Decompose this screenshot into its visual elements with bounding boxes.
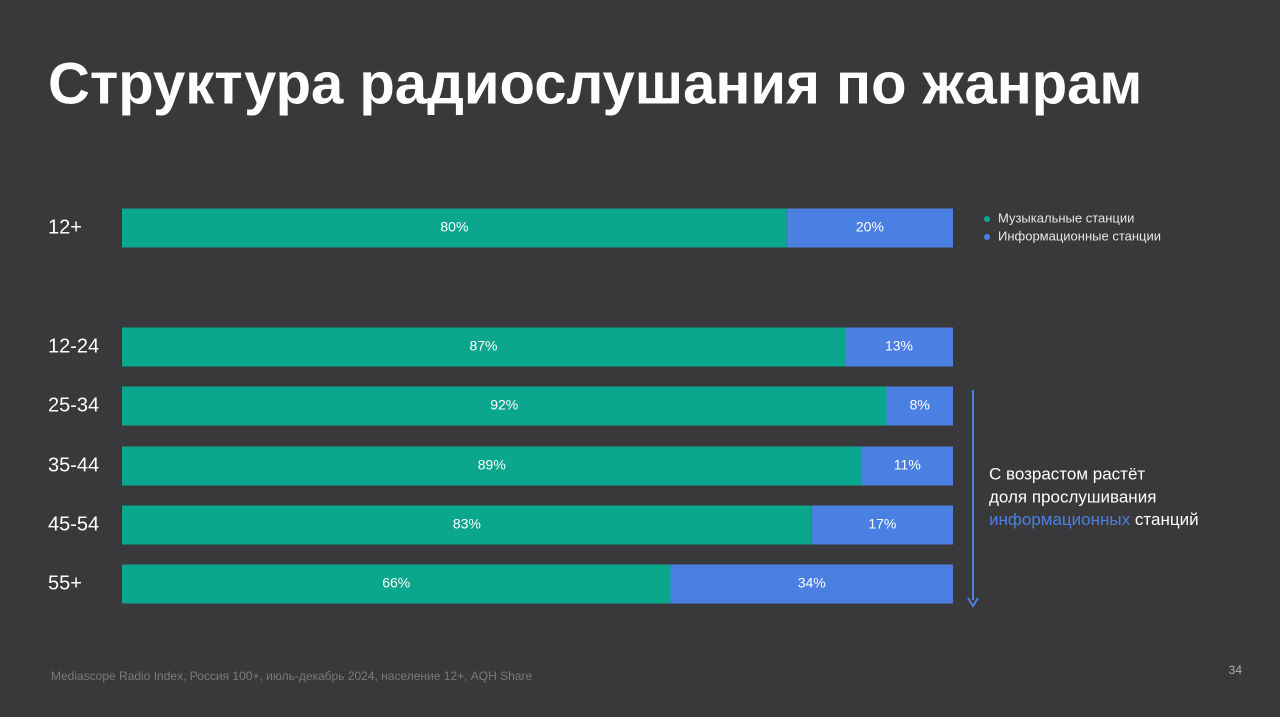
bar-segment: [122, 564, 671, 604]
value-label: 66%: [382, 575, 410, 591]
bar-segment: [122, 505, 812, 545]
bar-segment: [811, 505, 953, 545]
y-tick-label: 12-24: [48, 335, 99, 357]
annotation: информационных станций: [989, 510, 1199, 529]
trend-arrow-head: [967, 597, 979, 608]
value-label: 11%: [894, 457, 921, 473]
y-tick-label: 12+: [48, 216, 82, 238]
y-tick-label: 45-54: [48, 513, 99, 535]
bar-segment: [670, 564, 953, 604]
bar-segment: [886, 386, 953, 426]
annotation-highlight: информационных: [989, 510, 1131, 529]
y-tick-label: 25-34: [48, 394, 99, 416]
page-number: 34: [1229, 663, 1243, 677]
chart-title: Структура радиослушания по жанрам: [48, 51, 1142, 116]
value-label: 34%: [798, 575, 826, 591]
bar-segment: [122, 386, 887, 426]
bar-segment: [861, 446, 953, 486]
value-label: 20%: [856, 219, 884, 235]
annotation: С возрастом растёт: [989, 464, 1145, 483]
value-label: 92%: [490, 397, 518, 413]
value-label: 87%: [469, 338, 497, 354]
bar-segment: [122, 446, 862, 486]
annotation: станций: [1135, 510, 1199, 529]
source-note: Mediascope Radio Index, Россия 100+, июл…: [51, 669, 532, 683]
legend-marker: [984, 234, 990, 240]
legend-label: Музыкальные станции: [998, 210, 1134, 225]
value-label: 89%: [478, 457, 506, 473]
value-label: 83%: [453, 516, 481, 532]
bar-segment: [122, 208, 787, 248]
bar-segment: [844, 327, 953, 367]
y-tick-label: 35-44: [48, 454, 99, 476]
bar-segment: [122, 327, 845, 367]
value-label: 17%: [868, 516, 896, 532]
value-label: 8%: [910, 397, 930, 413]
legend-marker: [984, 216, 990, 222]
bar-segment: [786, 208, 953, 248]
y-tick-label: 55+: [48, 572, 82, 594]
annotation: доля прослушивания: [989, 487, 1156, 506]
value-label: 80%: [440, 219, 468, 235]
value-label: 13%: [885, 338, 913, 354]
legend-label: Информационные станции: [998, 228, 1161, 243]
